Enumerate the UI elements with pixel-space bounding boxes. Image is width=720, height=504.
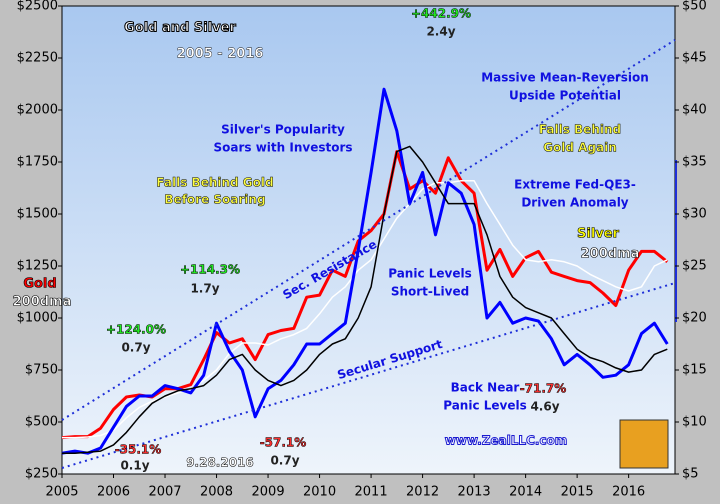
y-tick-label: $2000 [17, 103, 58, 118]
logo [619, 419, 669, 469]
y2-tick-label: $5 [682, 467, 699, 482]
y2-tick-label: $10 [682, 415, 707, 430]
x-tick-label: 2013 [458, 485, 491, 500]
annotation: Soars with Investors [213, 141, 352, 155]
y-tick-label: $250 [25, 467, 58, 482]
legend-label: 200dma [581, 247, 640, 262]
annotation: 0.1y [120, 459, 149, 473]
annotation: Upside Potential [509, 89, 621, 103]
series-line [61, 150, 669, 440]
y-tick-label: $1500 [17, 207, 58, 222]
annotation: Before Soaring [164, 193, 265, 207]
legend-label: Silver [577, 227, 620, 242]
y-tick-label: $750 [25, 363, 58, 378]
annotation: Falls Behind Gold [156, 176, 273, 190]
y2-tick-label: $30 [682, 207, 707, 222]
annotation: 1.7y [190, 282, 219, 296]
y-tick-label: $2500 [17, 0, 58, 14]
chart-title: Gold and Silver [124, 21, 236, 36]
y2-tick-label: $45 [682, 51, 707, 66]
x-tick-label: 2015 [561, 485, 594, 500]
annotation: Extreme Fed-QE3- [514, 178, 636, 192]
x-tick-label: 2005 [45, 485, 78, 500]
annotation: -57.1% [260, 436, 307, 450]
y2-tick-label: $15 [682, 363, 707, 378]
annotation: Falls Behind [539, 123, 621, 137]
series-line [61, 87, 669, 455]
x-tick-label: 2006 [97, 485, 130, 500]
x-tick-label: 2009 [252, 485, 285, 500]
y2-tick-label: $25 [682, 259, 707, 274]
resistance-line [61, 39, 676, 421]
legend-label: 200dma [13, 295, 72, 310]
annotation: 2.4y [426, 25, 455, 39]
y2-tick-label: $20 [682, 311, 707, 326]
annotation: Gold Again [543, 141, 617, 155]
y-tick-label: $1750 [17, 155, 58, 170]
y-tick-label: $1000 [17, 311, 58, 326]
x-tick-label: 2008 [200, 485, 233, 500]
annotation: -35.1% [115, 443, 162, 457]
y2-tick-label: $40 [682, 103, 707, 118]
y2-tick-label: $50 [682, 0, 707, 14]
annotation: Back Near [451, 381, 520, 395]
annotation: Massive Mean-Reversion [481, 71, 649, 85]
x-tick-label: 2016 [612, 485, 645, 500]
annotation: www.ZealLLC.com [445, 434, 568, 448]
y-tick-label: $1250 [17, 259, 58, 274]
annotation: Panic Levels [443, 399, 527, 413]
annotation: 0.7y [270, 454, 299, 468]
annotation: Short-Lived [391, 285, 469, 299]
annotation: Panic Levels [388, 267, 472, 281]
plot [61, 87, 669, 455]
annotation: +124.0% [106, 323, 166, 337]
y2-tick-label: $35 [682, 155, 707, 170]
annotation: 9.28.2016 [186, 456, 254, 470]
annotation: 4.6y [530, 400, 559, 414]
x-tick-label: 2014 [509, 485, 542, 500]
annotation: +442.9% [411, 7, 471, 21]
x-tick-label: 2007 [148, 485, 181, 500]
y-tick-label: $500 [25, 415, 58, 430]
series-line [62, 145, 668, 454]
chart-subtitle: 2005 - 2016 [177, 47, 264, 62]
x-tick-label: 2012 [406, 485, 439, 500]
y-tick-label: $2250 [17, 51, 58, 66]
legend-label: Gold [23, 277, 56, 292]
annotation: Silver's Popularity [221, 123, 345, 137]
annotation: +114.3% [180, 263, 240, 277]
annotation: Driven Anomaly [521, 196, 628, 210]
x-tick-label: 2011 [355, 485, 388, 500]
annotation: -71.7% [520, 382, 567, 396]
x-tick-label: 2010 [303, 485, 336, 500]
annotation: 0.7y [121, 341, 150, 355]
